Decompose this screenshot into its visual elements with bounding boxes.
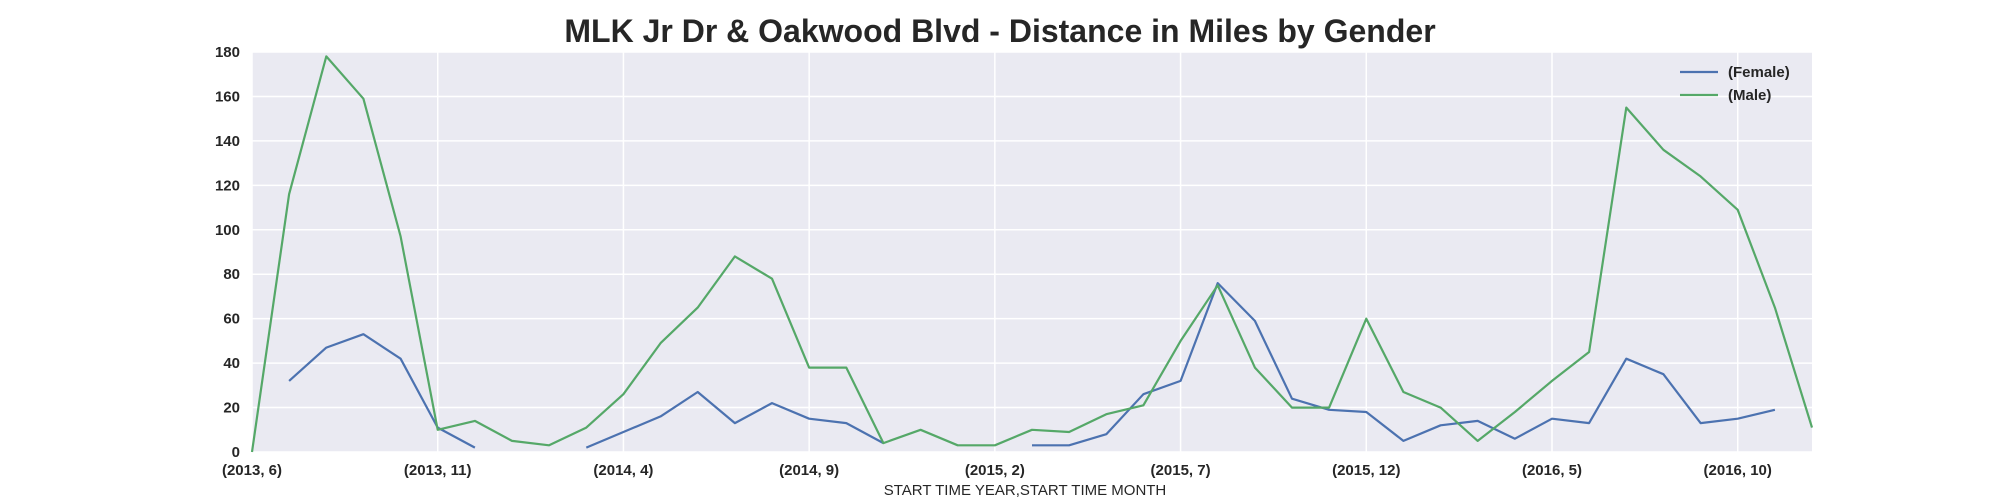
x-tick-label: (2016, 10) bbox=[1704, 462, 1772, 479]
y-tick-label: 60 bbox=[223, 311, 240, 328]
x-tick-label: (2014, 4) bbox=[593, 462, 653, 479]
y-tick-label: 0 bbox=[232, 444, 240, 461]
series-line-female bbox=[288, 282, 1776, 449]
legend-label: (Male) bbox=[1728, 87, 1771, 104]
y-tick-label: 40 bbox=[223, 355, 240, 372]
y-tick-label: 140 bbox=[215, 133, 240, 150]
legend-label: (Female) bbox=[1728, 64, 1790, 81]
x-tick-label: (2016, 5) bbox=[1522, 462, 1582, 479]
grid-lines bbox=[251, 51, 1812, 453]
y-tick-label: 120 bbox=[215, 177, 240, 194]
plot-area bbox=[252, 52, 1812, 452]
x-tick-label: (2015, 12) bbox=[1332, 462, 1400, 479]
y-tick-label: 20 bbox=[223, 400, 240, 417]
x-axis-ticks: (2013, 6) (2013, 11) (2014, 4) (2014, 9) (20… bbox=[222, 462, 1772, 479]
y-tick-label: 80 bbox=[223, 266, 240, 283]
y-tick-label: 160 bbox=[215, 88, 240, 105]
x-tick-label: (2015, 2) bbox=[965, 462, 1025, 479]
y-tick-label: 180 bbox=[215, 44, 240, 61]
y-tick-label: 100 bbox=[215, 222, 240, 239]
x-tick-label: (2015, 7) bbox=[1151, 462, 1211, 479]
chart-title: MLK Jr Dr & Oakwood Blvd - Distance in M… bbox=[564, 13, 1435, 49]
legend: (Female) (Male) bbox=[1680, 64, 1790, 104]
x-tick-label: (2013, 11) bbox=[404, 462, 472, 479]
x-tick-label: (2013, 6) bbox=[222, 462, 282, 479]
x-axis-label: START TIME YEAR,START TIME MONTH bbox=[884, 482, 1167, 499]
series-lines bbox=[250, 55, 1814, 453]
x-tick-label: (2014, 9) bbox=[779, 462, 839, 479]
y-axis-ticks: 0 20 40 60 80 100 120 140 160 180 bbox=[215, 44, 240, 461]
series-line-male bbox=[250, 55, 1814, 453]
